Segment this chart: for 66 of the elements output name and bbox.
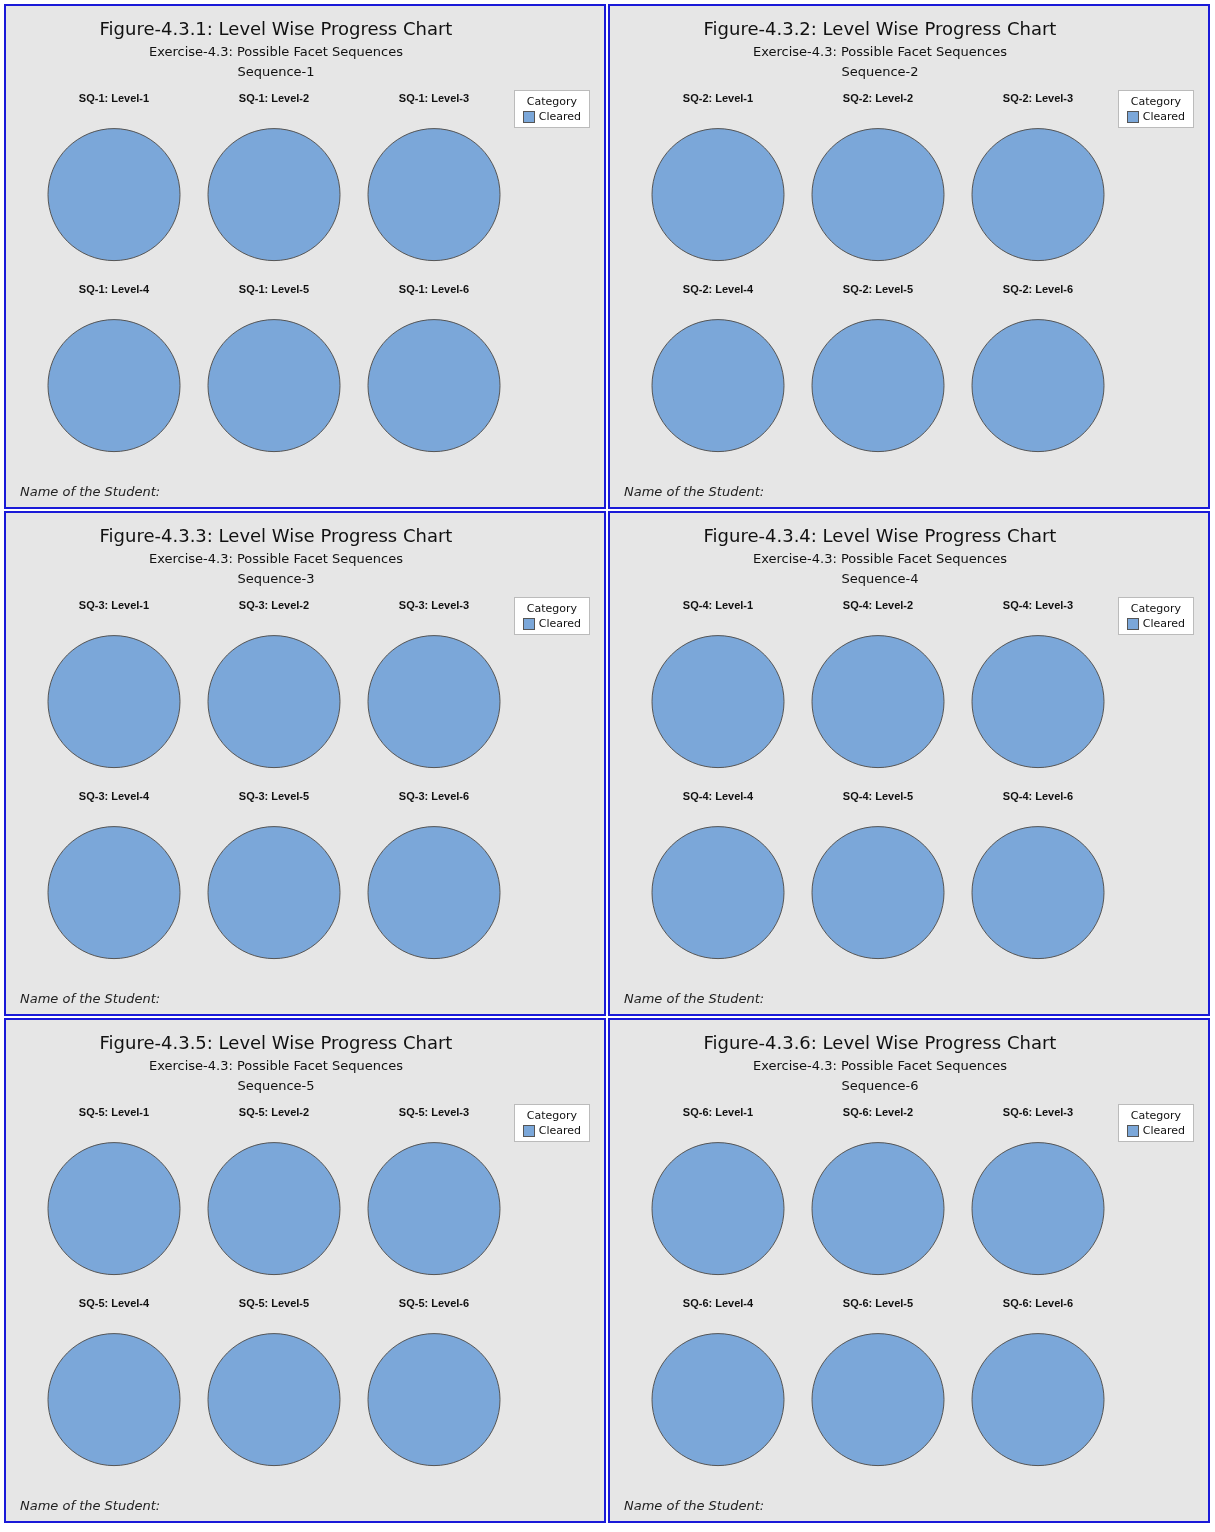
legend-label: Cleared — [538, 1124, 581, 1137]
legend-title: Category — [1129, 95, 1182, 108]
legend-title: Category — [525, 95, 578, 108]
slice-label: SQ-1: Level-4 — [78, 282, 151, 295]
slice-label: SQ-6: Level-1 — [682, 1105, 754, 1118]
slice-label: SQ-1: Level-2 — [238, 91, 310, 104]
slice-label: SQ-2: Level-4 — [682, 282, 755, 295]
slice-label: SQ-5: Level-4 — [78, 1296, 151, 1309]
slice-label: SQ-4: Level-2 — [842, 598, 914, 611]
slice-label: SQ-2: Level-5 — [842, 282, 914, 295]
slice-label: SQ-5: Level-2 — [238, 1105, 310, 1118]
slice-label: SQ-2: Level-1 — [682, 91, 754, 104]
slice-label: SQ-5: Level-5 — [238, 1296, 310, 1309]
text: Name of the Student: — [624, 991, 765, 1006]
slice-label: SQ-3: Level-1 — [78, 598, 150, 611]
slice-label: SQ-3: Level-6 — [398, 789, 470, 802]
slice-label: SQ-3: Level-3 — [398, 598, 470, 611]
chart-subtitle: Exercise-4.3: Possible Facet Sequences Sequence-4 — [752, 550, 1008, 588]
text: Name of the Student: — [20, 991, 161, 1006]
slice-label: SQ-6: Level-3 — [1002, 1105, 1074, 1118]
legend-label: Cleared — [538, 110, 581, 123]
chart-subtitle: Exercise-4.3: Possible Facet Sequences Sequence-5 — [148, 1057, 404, 1095]
legend-label: Cleared — [1142, 1124, 1185, 1137]
slice-label: SQ-6: Level-6 — [1002, 1296, 1074, 1309]
slice-label: SQ-6: Level-2 — [842, 1105, 914, 1118]
chart-title: Figure-4.3.6: Level Wise Progress Chart — [702, 1032, 1058, 1053]
slice-label: SQ-4: Level-3 — [1002, 598, 1074, 611]
legend-title: Category — [1129, 602, 1182, 615]
chart-title: Figure-4.3.5: Level Wise Progress Chart — [98, 1032, 454, 1053]
text: Name of the Student: — [20, 484, 161, 499]
slice-label: SQ-6: Level-4 — [682, 1296, 755, 1309]
chart-subtitle: Exercise-4.3: Possible Facet Sequences Sequence-2 — [752, 43, 1008, 81]
chart-title: Figure-4.3.4: Level Wise Progress Chart — [702, 525, 1058, 546]
legend-title: Category — [525, 1109, 578, 1122]
slice-label: SQ-4: Level-6 — [1002, 789, 1074, 802]
slice-label: SQ-1: Level-5 — [238, 282, 310, 295]
legend-title: Category — [525, 602, 578, 615]
legend-label: Cleared — [538, 617, 581, 630]
text: Name of the Student: — [20, 1498, 161, 1513]
slice-label: SQ-4: Level-1 — [682, 598, 754, 611]
slice-label: SQ-1: Level-3 — [398, 91, 470, 104]
slice-label: SQ-1: Level-6 — [398, 282, 470, 295]
chart-title: Figure-4.3.1: Level Wise Progress Chart — [98, 18, 454, 39]
text: Name of the Student: — [624, 484, 765, 499]
slice-label: SQ-5: Level-1 — [78, 1105, 150, 1118]
chart-subtitle: Exercise-4.3: Possible Facet Sequences Sequence-6 — [752, 1057, 1008, 1095]
slice-label: SQ-3: Level-5 — [238, 789, 310, 802]
legend-label: Cleared — [1142, 617, 1185, 630]
chart-subtitle: Exercise-4.3: Possible Facet Sequences Sequence-3 — [148, 550, 404, 588]
chart-title: Figure-4.3.2: Level Wise Progress Chart — [702, 18, 1058, 39]
chart-title: Figure-4.3.3: Level Wise Progress Chart — [98, 525, 454, 546]
slice-label: SQ-4: Level-4 — [682, 789, 755, 802]
slice-label: SQ-3: Level-2 — [238, 598, 310, 611]
slice-label: SQ-6: Level-5 — [842, 1296, 914, 1309]
slice-label: SQ-4: Level-5 — [842, 789, 914, 802]
slice-label: SQ-2: Level-2 — [842, 91, 914, 104]
text: Name of the Student: — [624, 1498, 765, 1513]
chart-subtitle: Exercise-4.3: Possible Facet Sequences Sequence-1 — [148, 43, 404, 81]
legend-label: Cleared — [1142, 110, 1185, 123]
slice-label: SQ-1: Level-1 — [78, 91, 150, 104]
slice-label: SQ-2: Level-6 — [1002, 282, 1074, 295]
slice-label: SQ-5: Level-6 — [398, 1296, 470, 1309]
slice-label: SQ-3: Level-4 — [78, 789, 151, 802]
slice-label: SQ-2: Level-3 — [1002, 91, 1074, 104]
slice-label: SQ-5: Level-3 — [398, 1105, 470, 1118]
legend-title: Category — [1129, 1109, 1182, 1122]
